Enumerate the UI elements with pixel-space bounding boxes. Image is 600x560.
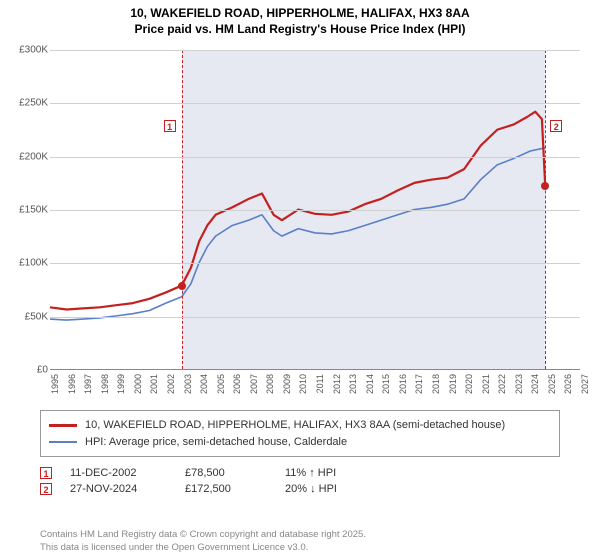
series-line-hpi	[50, 148, 545, 320]
y-tick-label: £100K	[0, 258, 48, 269]
transaction-row: 1 11-DEC-2002£78,50011% ↑ HPI	[40, 467, 560, 479]
y-tick-label: £200K	[0, 151, 48, 162]
y-gridline	[50, 103, 580, 104]
transaction-price: £172,500	[185, 483, 285, 495]
attribution-line-1: Contains HM Land Registry data © Crown c…	[40, 529, 366, 541]
marker-box: 2	[550, 120, 562, 132]
transaction-date: 27-NOV-2024	[70, 483, 185, 495]
y-gridline	[50, 210, 580, 211]
y-gridline	[50, 157, 580, 158]
title-line-1: 10, WAKEFIELD ROAD, HIPPERHOLME, HALIFAX…	[0, 6, 600, 22]
title-line-2: Price paid vs. HM Land Registry's House …	[0, 22, 600, 38]
transaction-delta: 11% ↑ HPI	[285, 467, 425, 479]
attribution: Contains HM Land Registry data © Crown c…	[40, 529, 366, 554]
transaction-date: 11-DEC-2002	[70, 467, 185, 479]
legend-row: HPI: Average price, semi-detached house,…	[49, 434, 551, 451]
attribution-line-2: This data is licensed under the Open Gov…	[40, 542, 366, 554]
transaction-marker: 2	[40, 483, 52, 495]
y-gridline	[50, 317, 580, 318]
legend-label: 10, WAKEFIELD ROAD, HIPPERHOLME, HALIFAX…	[85, 417, 505, 434]
legend-swatch	[49, 424, 77, 427]
y-gridline	[50, 50, 580, 51]
y-gridline	[50, 263, 580, 264]
marker-box: 1	[164, 120, 176, 132]
y-tick-label: £50K	[0, 311, 48, 322]
chart-area: 12 £0£50K£100K£150K£200K£250K£300K199519…	[0, 40, 600, 400]
x-tick-label: 2027	[580, 374, 600, 394]
marker-dot	[541, 182, 549, 190]
chart-title-block: 10, WAKEFIELD ROAD, HIPPERHOLME, HALIFAX…	[0, 0, 600, 39]
transaction-row: 2 27-NOV-2024£172,50020% ↓ HPI	[40, 483, 560, 495]
legend-block: 10, WAKEFIELD ROAD, HIPPERHOLME, HALIFAX…	[40, 410, 560, 499]
legend-box: 10, WAKEFIELD ROAD, HIPPERHOLME, HALIFAX…	[40, 410, 560, 457]
transaction-rows: 1 11-DEC-2002£78,50011% ↑ HPI 2 27-NOV-2024…	[40, 467, 560, 495]
legend-row: 10, WAKEFIELD ROAD, HIPPERHOLME, HALIFAX…	[49, 417, 551, 434]
y-tick-label: £0	[0, 365, 48, 376]
marker-dot	[178, 282, 186, 290]
y-tick-label: £300K	[0, 45, 48, 56]
transaction-delta: 20% ↓ HPI	[285, 483, 425, 495]
legend-swatch	[49, 441, 77, 443]
transaction-price: £78,500	[185, 467, 285, 479]
transaction-marker: 1	[40, 467, 52, 479]
legend-label: HPI: Average price, semi-detached house,…	[85, 434, 347, 451]
y-tick-label: £150K	[0, 205, 48, 216]
y-tick-label: £250K	[0, 98, 48, 109]
